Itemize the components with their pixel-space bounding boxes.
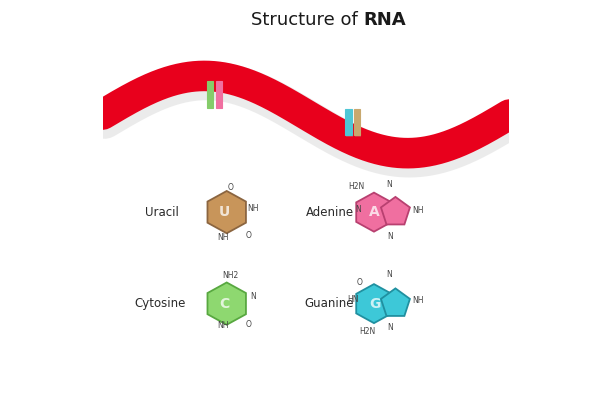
Text: HN: HN: [347, 295, 359, 304]
Text: N: N: [387, 232, 394, 241]
Text: NH: NH: [217, 322, 228, 330]
Bar: [215, 81, 222, 108]
Text: O: O: [228, 183, 234, 192]
Bar: [345, 109, 352, 135]
Text: Structure of: Structure of: [251, 11, 364, 29]
Text: NH: NH: [412, 296, 424, 305]
Polygon shape: [381, 197, 410, 224]
Text: N: N: [355, 205, 361, 214]
Polygon shape: [356, 284, 392, 323]
Bar: [217, 83, 223, 109]
Text: O: O: [357, 278, 363, 287]
Text: O: O: [245, 231, 251, 240]
Text: Adenine: Adenine: [305, 206, 354, 219]
Polygon shape: [207, 282, 246, 325]
Text: C: C: [220, 297, 230, 310]
Text: NH: NH: [217, 233, 228, 242]
Text: N: N: [387, 180, 392, 189]
Polygon shape: [207, 191, 246, 233]
Text: A: A: [369, 205, 380, 219]
Bar: [208, 83, 214, 109]
Polygon shape: [381, 288, 410, 316]
Text: G: G: [369, 297, 380, 310]
Bar: [354, 109, 360, 135]
Text: RNA: RNA: [363, 11, 406, 29]
Text: NH: NH: [412, 206, 424, 215]
Text: H2N: H2N: [349, 182, 365, 191]
Polygon shape: [356, 193, 392, 232]
Text: Uracil: Uracil: [144, 206, 179, 219]
Text: O: O: [245, 320, 251, 329]
Text: U: U: [219, 205, 230, 219]
Text: H2N: H2N: [359, 327, 375, 336]
Text: N: N: [387, 270, 392, 279]
Bar: [346, 111, 353, 137]
Text: N: N: [387, 323, 394, 332]
Text: Guanine: Guanine: [305, 297, 354, 310]
Text: NH: NH: [247, 204, 259, 213]
Text: NH2: NH2: [223, 271, 239, 280]
Bar: [354, 111, 361, 137]
Text: Cytosine: Cytosine: [134, 297, 185, 310]
Bar: [207, 81, 214, 108]
Text: N: N: [250, 292, 256, 301]
